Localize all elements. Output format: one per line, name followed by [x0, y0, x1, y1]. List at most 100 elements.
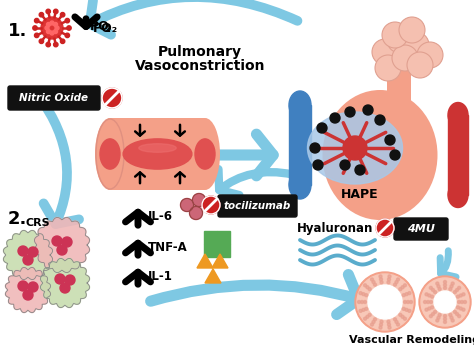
Circle shape	[357, 301, 361, 304]
Circle shape	[437, 285, 440, 288]
Circle shape	[429, 286, 432, 289]
Circle shape	[388, 275, 391, 278]
Text: Vascular Remodeling: Vascular Remodeling	[349, 335, 474, 345]
Circle shape	[403, 284, 406, 287]
Circle shape	[365, 294, 368, 297]
Polygon shape	[3, 230, 53, 280]
Circle shape	[399, 17, 425, 43]
Text: 2: 2	[104, 25, 110, 34]
Circle shape	[366, 286, 369, 289]
Circle shape	[343, 136, 367, 160]
Circle shape	[361, 301, 364, 304]
Circle shape	[462, 308, 465, 311]
Text: Pulmonary: Pulmonary	[158, 45, 242, 59]
Circle shape	[457, 301, 461, 304]
Circle shape	[449, 313, 452, 316]
Circle shape	[429, 301, 432, 304]
Circle shape	[450, 316, 453, 319]
Circle shape	[18, 281, 28, 291]
Ellipse shape	[448, 102, 468, 127]
Circle shape	[421, 278, 469, 326]
Circle shape	[60, 283, 70, 293]
Circle shape	[380, 278, 383, 281]
Circle shape	[54, 29, 57, 34]
Circle shape	[431, 288, 435, 291]
Circle shape	[444, 321, 447, 323]
Circle shape	[407, 301, 410, 304]
Text: IL-1: IL-1	[148, 270, 173, 282]
Ellipse shape	[308, 112, 402, 184]
Circle shape	[456, 313, 458, 315]
Circle shape	[438, 313, 441, 316]
Circle shape	[330, 113, 340, 123]
Circle shape	[18, 246, 28, 256]
Ellipse shape	[448, 183, 468, 208]
Circle shape	[41, 17, 63, 39]
Polygon shape	[205, 269, 221, 283]
Circle shape	[450, 285, 453, 288]
FancyBboxPatch shape	[110, 118, 205, 190]
Circle shape	[54, 9, 58, 14]
Ellipse shape	[139, 144, 176, 152]
Circle shape	[387, 278, 391, 281]
Circle shape	[454, 311, 456, 313]
Circle shape	[425, 308, 428, 311]
Circle shape	[437, 316, 440, 319]
Circle shape	[102, 88, 122, 108]
Circle shape	[35, 33, 39, 37]
Circle shape	[434, 290, 437, 294]
Circle shape	[380, 323, 383, 326]
Circle shape	[451, 282, 454, 285]
Circle shape	[340, 160, 350, 170]
FancyBboxPatch shape	[218, 195, 297, 217]
Circle shape	[396, 323, 400, 326]
Circle shape	[362, 293, 365, 296]
Circle shape	[459, 307, 462, 310]
Circle shape	[363, 105, 373, 115]
Polygon shape	[197, 254, 213, 268]
Circle shape	[408, 310, 411, 312]
Circle shape	[60, 12, 65, 17]
Circle shape	[399, 288, 402, 291]
Text: tocilizumab: tocilizumab	[223, 201, 291, 211]
Circle shape	[387, 27, 413, 53]
Text: 1.: 1.	[8, 22, 27, 40]
Circle shape	[46, 42, 50, 47]
Circle shape	[387, 320, 390, 323]
Circle shape	[402, 307, 405, 310]
Polygon shape	[40, 259, 90, 307]
Text: 4MU: 4MU	[407, 224, 435, 234]
Circle shape	[375, 115, 385, 125]
Circle shape	[39, 12, 44, 17]
Ellipse shape	[95, 118, 125, 190]
Circle shape	[364, 301, 366, 304]
Circle shape	[380, 320, 383, 323]
Ellipse shape	[190, 118, 220, 190]
Circle shape	[456, 288, 458, 291]
Circle shape	[403, 317, 406, 320]
Circle shape	[355, 272, 415, 332]
Circle shape	[368, 288, 371, 291]
Circle shape	[28, 282, 38, 292]
Circle shape	[55, 26, 59, 30]
Circle shape	[390, 150, 400, 160]
Circle shape	[368, 313, 371, 316]
Circle shape	[310, 143, 320, 153]
Text: CRS: CRS	[26, 218, 50, 228]
Circle shape	[444, 280, 447, 283]
Text: Vasoconstriction: Vasoconstriction	[135, 59, 265, 73]
Text: PO₂: PO₂	[93, 22, 118, 34]
Circle shape	[33, 26, 37, 30]
Bar	[204, 244, 217, 257]
Circle shape	[359, 310, 362, 312]
Polygon shape	[35, 218, 90, 272]
Circle shape	[449, 288, 452, 290]
Circle shape	[364, 284, 366, 287]
Circle shape	[67, 26, 71, 30]
Circle shape	[392, 45, 418, 71]
Circle shape	[427, 301, 429, 304]
Circle shape	[454, 290, 456, 294]
Circle shape	[462, 293, 465, 296]
Circle shape	[444, 283, 447, 287]
Circle shape	[428, 307, 431, 310]
